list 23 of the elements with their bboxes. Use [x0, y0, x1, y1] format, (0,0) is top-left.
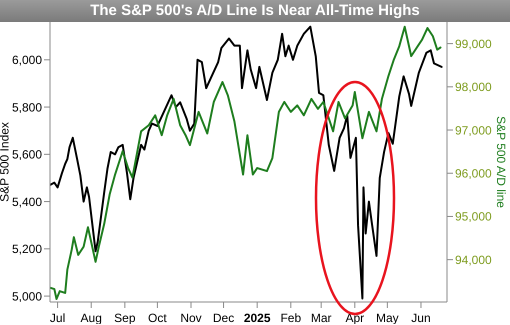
- x-tick-label: Feb: [280, 311, 302, 325]
- y2-tick-label: 95,000: [455, 210, 492, 224]
- y2-axis-title: S&P 500 A/D line: [494, 116, 508, 208]
- y-tick-label: 5,400: [12, 194, 42, 209]
- y2-tick-label: 98,000: [455, 80, 492, 94]
- x-tick-label: Dec: [212, 311, 234, 325]
- y-axis-title: S&P 500 Index: [0, 122, 12, 202]
- x-tick-label: Oct: [148, 311, 168, 325]
- chart-title: The S&P 500's A/D Line Is Near All-Time Highs: [0, 0, 510, 22]
- y2-tick-label: 99,000: [455, 36, 492, 51]
- y2-tick-label: 96,000: [455, 166, 492, 180]
- x-tick-label: Mar: [310, 311, 332, 325]
- x-tick-label: Jul: [50, 311, 66, 325]
- y-tick-label: 5,200: [12, 242, 42, 256]
- y2-tick-label: 94,000: [455, 252, 492, 267]
- x-tick-label: 2025: [244, 311, 271, 325]
- y-tick-label: 5,000: [12, 289, 42, 304]
- x-tick-label: Nov: [180, 311, 202, 325]
- y-tick-label: 5,600: [12, 148, 42, 162]
- x-tick-label: Jun: [411, 311, 431, 325]
- y-tick-label: 6,000: [12, 53, 42, 68]
- y-tick-label: 5,800: [12, 100, 42, 114]
- y2-tick-label: 97,000: [455, 123, 492, 138]
